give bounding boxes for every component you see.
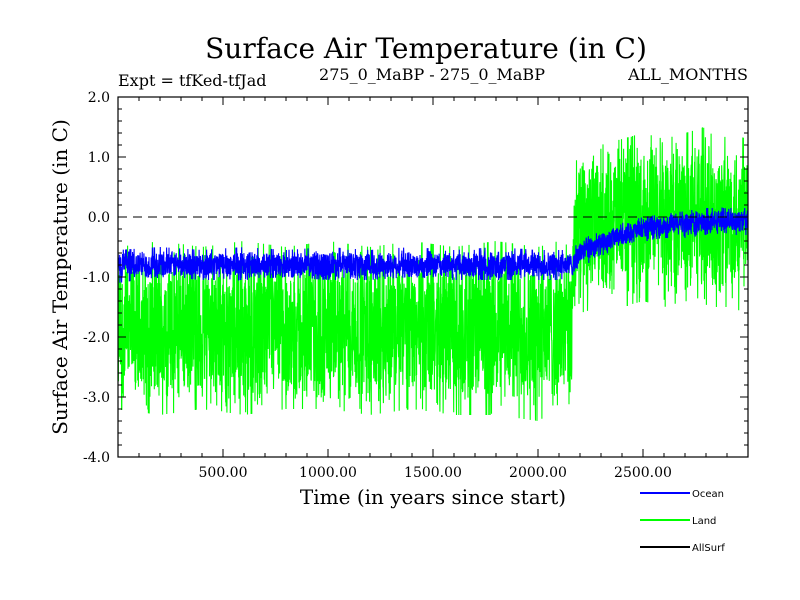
y-tick-label: 1.0 [88, 150, 110, 166]
y-tick-label: 2.0 [88, 90, 110, 106]
plot-area: -4.0 -3.0 -2.0 -1.0 0.0 1.0 2.0 500.00 1000.00 15… [83, 90, 749, 481]
y-tick-label: 0.0 [88, 210, 110, 226]
y-axis-label: Surface Air Temperature (in C) [48, 119, 72, 435]
x-tick-label: 1500.00 [404, 465, 462, 481]
y-tick-label: -1.0 [83, 270, 110, 286]
months-label: ALL_MONTHS [627, 65, 748, 84]
x-tick-label: 2000.00 [509, 465, 567, 481]
legend-label-allsurf: AllSurf [692, 543, 725, 554]
y-tick-label: -4.0 [83, 450, 110, 466]
legend-label-land: Land [692, 516, 716, 527]
x-axis-label: Time (in years since start) [300, 485, 566, 509]
legend-label-ocean: Ocean [692, 489, 724, 500]
experiment-label: Expt = tfKed-tfJad [118, 71, 267, 90]
x-tick-label: 2500.00 [614, 465, 672, 481]
y-tick-label: -3.0 [83, 390, 110, 406]
series-ocean-line [118, 207, 748, 283]
chart-title: Surface Air Temperature (in C) [205, 32, 647, 65]
legend: Ocean Land AllSurf [640, 489, 725, 554]
comparison-label: 275_0_MaBP - 275_0_MaBP [319, 65, 545, 84]
y-tick-label: -2.0 [83, 330, 110, 346]
x-tick-label: 500.00 [199, 465, 248, 481]
series-group [118, 127, 748, 421]
x-tick-label: 1000.00 [299, 465, 357, 481]
series-land-line [118, 127, 748, 421]
